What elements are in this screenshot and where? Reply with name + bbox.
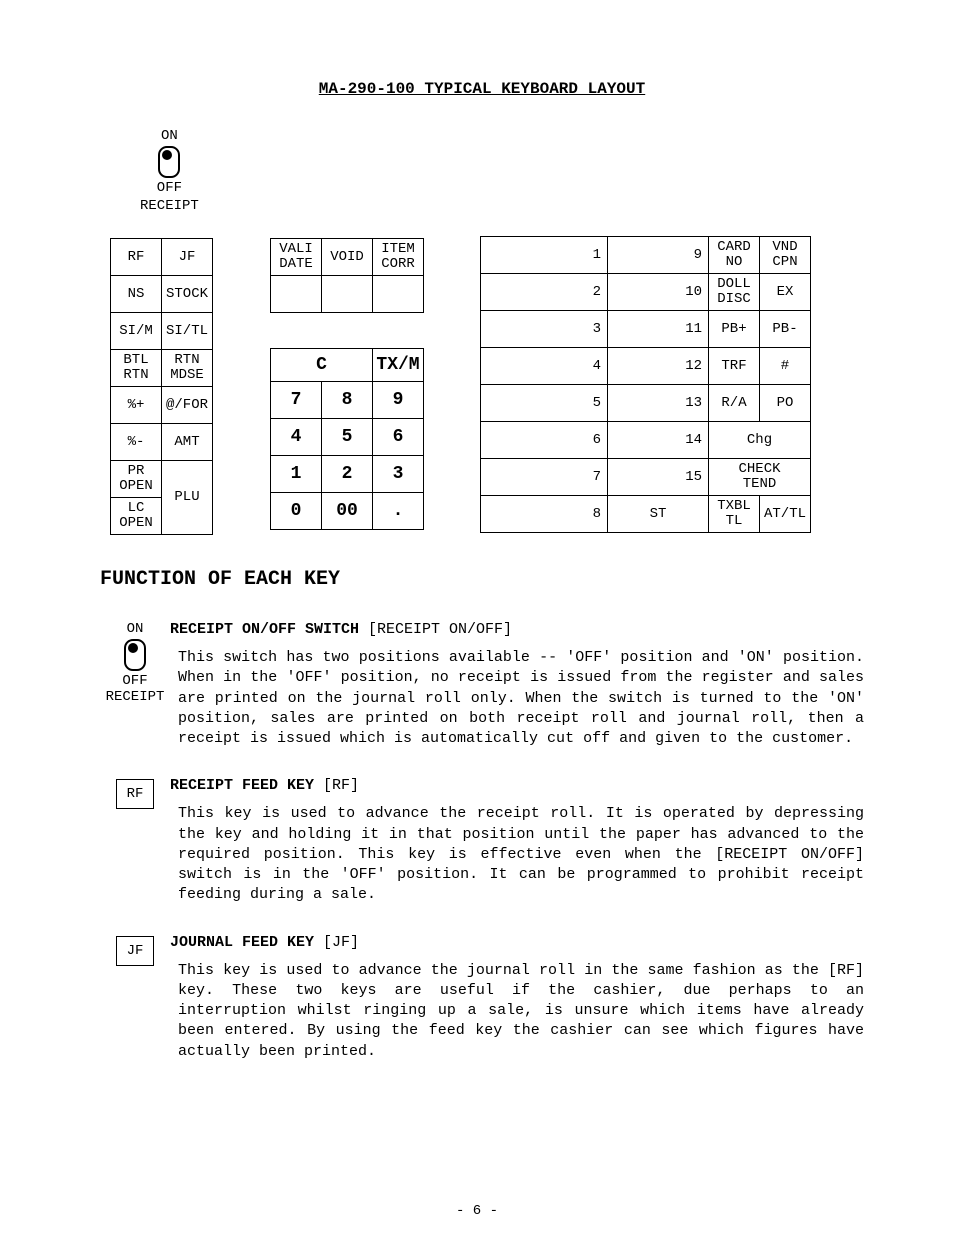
key-cell: R/A: [709, 385, 760, 422]
key-cell: PROPEN: [111, 461, 162, 498]
key-cell: CHECKTEND: [709, 459, 811, 496]
key-cell: 3: [481, 311, 608, 348]
key-cell: 5: [481, 385, 608, 422]
page-title: MA-290-100 TYPICAL KEYBOARD LAYOUT: [100, 80, 864, 98]
switch-off-label: OFF: [140, 180, 199, 196]
function-list: ONOFFRECEIPTRECEIPT ON/OFF SWITCH [RECEI…: [100, 621, 864, 1062]
key-cell: EX: [760, 274, 811, 311]
key-cell: TRF: [709, 348, 760, 385]
key-cell: AMT: [162, 424, 213, 461]
key-cell: .: [373, 493, 424, 530]
entry-heading: JOURNAL FEED KEY [JF]: [170, 934, 864, 951]
page-number: - 6 -: [0, 1203, 954, 1219]
page: MA-290-100 TYPICAL KEYBOARD LAYOUT ON OF…: [0, 0, 954, 1130]
key-cell: 00: [322, 493, 373, 530]
key-cell: @/FOR: [162, 387, 213, 424]
key-cell: %-: [111, 424, 162, 461]
key-cell: [373, 276, 424, 313]
key-cell: STOCK: [162, 276, 213, 313]
entry-body: JOURNAL FEED KEY [JF] This key is used to…: [170, 934, 864, 1062]
validate-block: VALIDATEVOIDITEMCORR: [270, 238, 424, 313]
key-cell: CARDNO: [709, 237, 760, 274]
key-cell: SI/TL: [162, 313, 213, 350]
key-cell: 14: [608, 422, 709, 459]
entry-key-graphic: ONOFFRECEIPT: [100, 621, 170, 705]
function-entry: ONOFFRECEIPTRECEIPT ON/OFF SWITCH [RECEI…: [100, 621, 864, 749]
key-cell: 8: [322, 382, 373, 419]
entry-body: RECEIPT FEED KEY [RF] This key is used to…: [170, 777, 864, 905]
key-cell: 9: [373, 382, 424, 419]
key-cell: PLU: [162, 461, 213, 535]
switch-icon: [158, 146, 180, 178]
key-cell: 13: [608, 385, 709, 422]
key-cell: PO: [760, 385, 811, 422]
keyboard-layout: ON OFF RECEIPT RFJFNSSTOCKSI/MSI/TLBTLRT…: [100, 128, 864, 548]
key-cell: ITEMCORR: [373, 239, 424, 276]
key-cell: SI/M: [111, 313, 162, 350]
key-cell: #: [760, 348, 811, 385]
key-cell: PB+: [709, 311, 760, 348]
key-cell: 11: [608, 311, 709, 348]
section-title: FUNCTION OF EACH KEY: [100, 568, 864, 591]
key-cell: %+: [111, 387, 162, 424]
key-cell: 10: [608, 274, 709, 311]
entry-heading: RECEIPT FEED KEY [RF]: [170, 777, 864, 794]
key-cell: RTNMDSE: [162, 350, 213, 387]
key-cell: DOLLDISC: [709, 274, 760, 311]
key-cell: ST: [608, 496, 709, 533]
function-entry: JFJOURNAL FEED KEY [JF] This key is used …: [100, 934, 864, 1062]
key-cell: 8: [481, 496, 608, 533]
key-cell: [271, 276, 322, 313]
entry-text: This switch has two positions available …: [170, 648, 864, 749]
key-cell: TX/M: [373, 349, 424, 382]
key-cell: 2: [481, 274, 608, 311]
key-cell: 4: [271, 419, 322, 456]
entry-text: This key is used to advance the journal …: [170, 961, 864, 1062]
key-cell: PB-: [760, 311, 811, 348]
key-cell: [322, 276, 373, 313]
key-cell: 1: [481, 237, 608, 274]
entry-key-graphic: RF: [100, 777, 170, 809]
key-cell: 3: [373, 456, 424, 493]
key-cell: 7: [481, 459, 608, 496]
key-cell: C: [271, 349, 373, 382]
left-key-block: RFJFNSSTOCKSI/MSI/TLBTLRTNRTNMDSE%+@/FOR…: [110, 238, 213, 535]
key-cell: 15: [608, 459, 709, 496]
key-cell: 6: [373, 419, 424, 456]
key-cell: 7: [271, 382, 322, 419]
switch-on-label: ON: [140, 128, 199, 144]
key-cell: RF: [111, 239, 162, 276]
key-cell: 0: [271, 493, 322, 530]
numpad-block: CTX/M789456123000.: [270, 348, 424, 530]
key-cell: VNDCPN: [760, 237, 811, 274]
switch-caption: RECEIPT: [140, 198, 199, 214]
key-cell: TXBLTL: [709, 496, 760, 533]
key-cell: Chg: [709, 422, 811, 459]
key-cell: NS: [111, 276, 162, 313]
entry-text: This key is used to advance the receipt …: [170, 804, 864, 905]
entry-body: RECEIPT ON/OFF SWITCH [RECEIPT ON/OFF] Th…: [170, 621, 864, 749]
key-cell: AT/TL: [760, 496, 811, 533]
key-cell: 6: [481, 422, 608, 459]
key-cell: LCOPEN: [111, 498, 162, 535]
key-cell: 4: [481, 348, 608, 385]
entry-key-graphic: JF: [100, 934, 170, 966]
receipt-switch: ON OFF RECEIPT: [140, 128, 199, 214]
key-cell: VOID: [322, 239, 373, 276]
right-key-block: 19CARDNOVNDCPN210DOLLDISCEX311PB+PB-412T…: [480, 236, 811, 533]
key-cell: 5: [322, 419, 373, 456]
key-cell: 1: [271, 456, 322, 493]
key-cell: BTLRTN: [111, 350, 162, 387]
key-cell: 9: [608, 237, 709, 274]
function-entry: RFRECEIPT FEED KEY [RF] This key is used …: [100, 777, 864, 905]
key-cell: 2: [322, 456, 373, 493]
entry-heading: RECEIPT ON/OFF SWITCH [RECEIPT ON/OFF]: [170, 621, 864, 638]
key-cell: JF: [162, 239, 213, 276]
key-cell: VALIDATE: [271, 239, 322, 276]
key-cell: 12: [608, 348, 709, 385]
